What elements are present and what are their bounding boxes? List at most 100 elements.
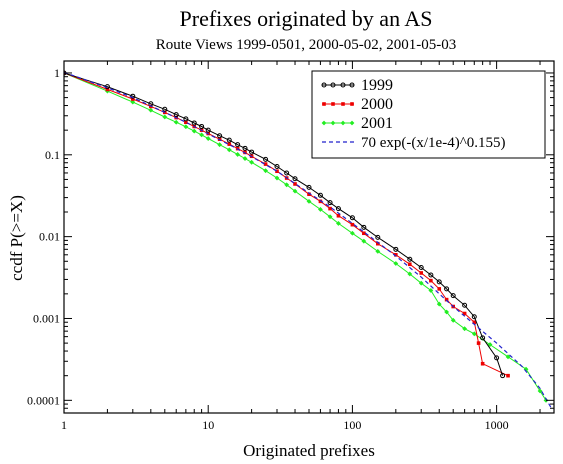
data-point — [173, 112, 179, 118]
data-point — [199, 132, 205, 138]
data-point — [317, 192, 323, 198]
data-point — [184, 120, 188, 125]
data-point — [487, 342, 493, 347]
legend-marker — [321, 120, 327, 126]
x-axis-label: Originated prefixes — [243, 441, 375, 460]
data-point — [226, 147, 232, 153]
data-point — [476, 341, 481, 345]
data-point — [418, 264, 424, 270]
legend: 1999 2000 2001 70 exp(-(x/1e-4)^0.155) — [311, 70, 546, 159]
data-point — [105, 87, 110, 92]
data-point — [394, 252, 398, 257]
legend-marker — [322, 102, 326, 106]
data-point — [336, 213, 341, 218]
data-point — [335, 206, 341, 212]
y-tick-label: 0.1 — [45, 148, 60, 162]
data-point — [162, 106, 168, 112]
data-point — [393, 261, 399, 266]
legend-label: 70 exp(-(x/1e-4)^0.155) — [361, 135, 506, 151]
plot-series-group — [64, 70, 552, 409]
data-point — [393, 246, 399, 252]
data-point — [249, 159, 255, 165]
data-point — [472, 320, 477, 325]
data-point — [217, 142, 223, 148]
data-point — [418, 280, 424, 286]
data-point — [227, 142, 232, 146]
data-point — [543, 397, 549, 403]
data-point — [376, 241, 380, 246]
y-tick-label: 0.0001 — [27, 393, 60, 407]
y-tick-label: 1 — [54, 66, 60, 80]
data-point — [235, 152, 241, 157]
data-point — [242, 156, 248, 161]
legend-marker — [330, 82, 336, 88]
chart-subtitle: Route Views 1999-0501, 2000-05-02, 2001-… — [156, 37, 456, 53]
data-point — [263, 168, 268, 174]
data-point — [249, 149, 255, 155]
legend-marker — [340, 82, 346, 88]
data-point — [471, 314, 477, 320]
series-line-fit — [64, 71, 552, 409]
data-point — [407, 262, 412, 267]
data-point — [148, 107, 154, 113]
data-point — [306, 184, 312, 190]
data-point — [131, 97, 135, 101]
data-point — [318, 207, 323, 212]
data-point — [307, 192, 311, 197]
data-point — [130, 99, 136, 105]
legend-marker — [340, 120, 346, 126]
data-point — [235, 142, 241, 148]
data-point — [349, 215, 355, 221]
chart-title: Prefixes originated by an AS — [180, 6, 433, 31]
data-point — [350, 222, 355, 227]
legend-marker — [349, 120, 355, 126]
legend-marker — [350, 102, 354, 106]
data-point — [362, 231, 366, 236]
data-point — [462, 311, 467, 316]
legend-marker — [331, 102, 335, 106]
data-point — [407, 256, 413, 262]
data-point — [275, 169, 279, 174]
y-axis-label: ccdf P(>=X) — [7, 195, 26, 281]
x-tick-label: 100 — [343, 418, 361, 432]
data-point — [444, 309, 450, 315]
data-point — [284, 182, 290, 188]
x-tick-label: 1000 — [485, 418, 509, 432]
data-point — [407, 271, 413, 277]
y-tick-label: 0.01 — [39, 230, 60, 244]
data-point — [217, 133, 223, 139]
data-point — [205, 127, 211, 133]
data-point — [375, 234, 381, 240]
data-point — [537, 388, 543, 394]
data-point — [480, 335, 486, 341]
data-point — [428, 288, 434, 293]
data-point — [462, 302, 468, 308]
legend-marker — [321, 82, 327, 88]
legend-marker — [341, 102, 345, 106]
data-point — [242, 145, 248, 151]
data-point — [205, 136, 211, 141]
data-point — [191, 120, 197, 126]
y-tick-label: 0.001 — [33, 311, 60, 325]
data-point — [226, 137, 232, 143]
data-point — [199, 123, 205, 129]
series-3 — [64, 71, 552, 409]
data-point — [162, 114, 168, 120]
data-point — [306, 198, 312, 204]
data-point — [437, 287, 442, 291]
x-tick-label: 1 — [61, 418, 67, 432]
data-point — [284, 170, 290, 176]
legend-marker — [330, 120, 336, 126]
data-point — [375, 249, 381, 254]
data-point — [292, 176, 298, 182]
data-point — [263, 162, 268, 166]
axes: 1 10 100 1000 1 0.1 0.01 0.001 0.0001 — [27, 61, 554, 432]
data-point — [361, 238, 367, 244]
data-point — [444, 286, 450, 292]
legend-label: 2000 — [361, 96, 393, 113]
data-point — [173, 119, 179, 125]
series-2 — [64, 70, 549, 403]
data-point — [274, 175, 280, 181]
data-point — [336, 221, 341, 226]
data-point — [429, 278, 433, 283]
